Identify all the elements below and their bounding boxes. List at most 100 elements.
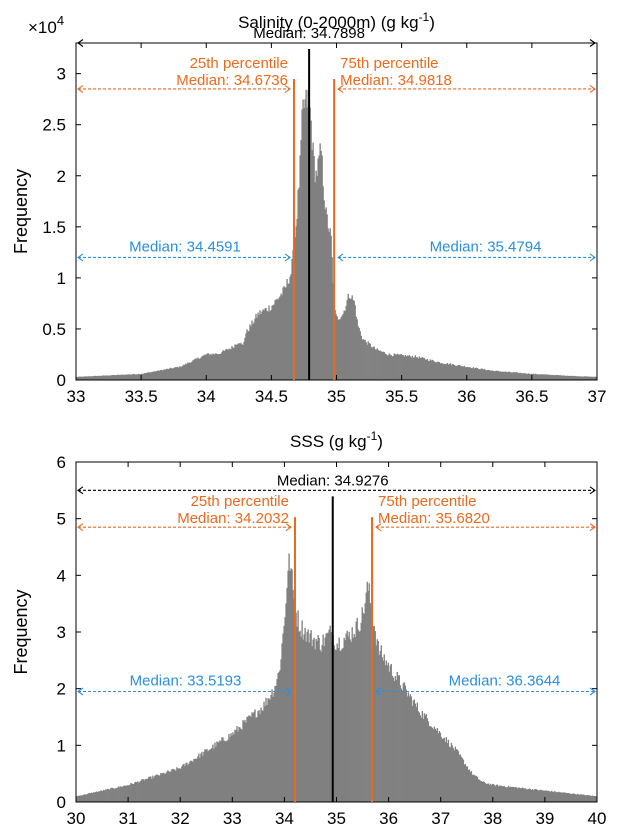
histogram-bar <box>187 765 189 802</box>
histogram-bar <box>106 375 108 380</box>
histogram-bar <box>331 257 333 380</box>
histogram-bar <box>183 364 185 380</box>
histogram-bar <box>344 311 346 380</box>
histogram-bar <box>260 707 262 802</box>
histogram-bar <box>378 350 380 380</box>
histogram-bar <box>219 353 221 380</box>
histogram-bar <box>164 774 166 802</box>
histogram-bar <box>310 120 312 381</box>
histogram-bar <box>409 356 411 380</box>
histogram-bar <box>579 794 582 802</box>
histogram-bar <box>545 790 548 802</box>
histogram-bar <box>127 785 129 802</box>
histogram-bar <box>307 90 309 380</box>
histogram-bar <box>297 189 299 380</box>
histogram-bar <box>116 788 118 802</box>
histogram-bar <box>589 795 592 802</box>
histogram-bar <box>580 794 583 802</box>
histogram-bar <box>336 316 338 380</box>
histogram-bar <box>316 175 318 380</box>
p25-range-arrow <box>77 523 292 532</box>
histogram-bar <box>271 305 273 380</box>
histogram-bar <box>85 794 87 802</box>
histogram-bar <box>447 739 450 802</box>
histogram-bar <box>78 376 80 380</box>
chart-title: SSS (g kg-1) <box>290 429 383 451</box>
histogram-bar <box>375 645 377 802</box>
histogram-bar <box>108 375 110 380</box>
histogram-bar <box>577 376 580 380</box>
histogram-bar <box>358 327 360 380</box>
histogram-bar <box>509 786 512 802</box>
histogram-bar <box>184 364 186 380</box>
histogram-bar <box>255 717 257 802</box>
p25-title: 25th percentile <box>191 493 289 510</box>
histogram-bar <box>447 364 450 380</box>
histogram-bar <box>218 742 220 802</box>
histogram-bar <box>175 770 177 802</box>
histogram-bar <box>372 346 374 380</box>
histogram-bar <box>306 632 308 802</box>
histogram-bar <box>411 355 413 380</box>
histogram-bar <box>427 360 430 380</box>
histogram-bar <box>457 751 460 802</box>
histogram-bar <box>554 374 557 380</box>
histogram-bar <box>496 784 499 802</box>
histogram-bar <box>82 795 84 802</box>
histogram-bar <box>524 373 527 380</box>
histogram-bar <box>328 231 330 380</box>
histogram-bar <box>531 789 534 802</box>
histogram-bar <box>453 364 456 380</box>
histogram-bar <box>177 366 179 380</box>
histogram-bar <box>296 626 298 802</box>
histogram-bar <box>261 710 263 802</box>
histogram-bar <box>551 375 554 380</box>
histogram-bar <box>193 359 195 380</box>
histogram-bar <box>225 349 227 380</box>
histogram-bar <box>300 636 302 802</box>
histogram-bar <box>107 788 109 802</box>
histogram-bar <box>227 350 229 380</box>
histogram-bar <box>210 353 212 380</box>
histogram-bar <box>236 726 238 802</box>
x-tick-label: 30 <box>67 809 86 828</box>
median-label: Median: 34.9276 <box>277 472 389 489</box>
histogram-bar <box>283 286 285 380</box>
histogram-bar <box>408 696 410 802</box>
x-tick-label: 33 <box>223 809 242 828</box>
histogram-bar <box>119 787 121 802</box>
histogram-bar <box>315 170 317 380</box>
histogram-bar <box>580 376 583 380</box>
histogram-bar <box>275 685 277 802</box>
histogram-bar <box>76 376 78 380</box>
histogram-bar <box>266 310 268 380</box>
histogram-bar <box>452 364 455 380</box>
histogram-bar <box>125 785 127 802</box>
histogram-bar <box>445 363 448 380</box>
histogram-bar <box>528 373 531 380</box>
histogram-bar <box>270 310 272 380</box>
histogram-bar <box>237 731 239 802</box>
histogram-bar <box>421 710 424 802</box>
histogram-bar <box>336 643 338 802</box>
histogram-bar <box>352 300 354 380</box>
histogram-bar <box>407 692 409 802</box>
histogram-bar <box>459 754 462 802</box>
histogram-bar <box>310 630 312 802</box>
histogram-bar <box>108 788 110 802</box>
histogram-bar <box>258 314 260 380</box>
histogram-bar <box>574 794 577 802</box>
histogram-bar <box>270 695 272 802</box>
histogram-bar <box>196 358 198 380</box>
histogram-bar <box>564 375 567 380</box>
histogram-bar <box>586 376 589 380</box>
chart-title-end: ) <box>429 13 435 32</box>
histogram-bar <box>568 793 571 802</box>
histogram-bar <box>91 376 93 380</box>
histogram-bar <box>345 305 347 380</box>
histogram-bar <box>571 375 574 380</box>
histogram-bar <box>303 107 305 380</box>
histogram-bar <box>179 768 181 802</box>
histogram-bar <box>264 308 266 380</box>
histogram-bar <box>86 376 88 380</box>
